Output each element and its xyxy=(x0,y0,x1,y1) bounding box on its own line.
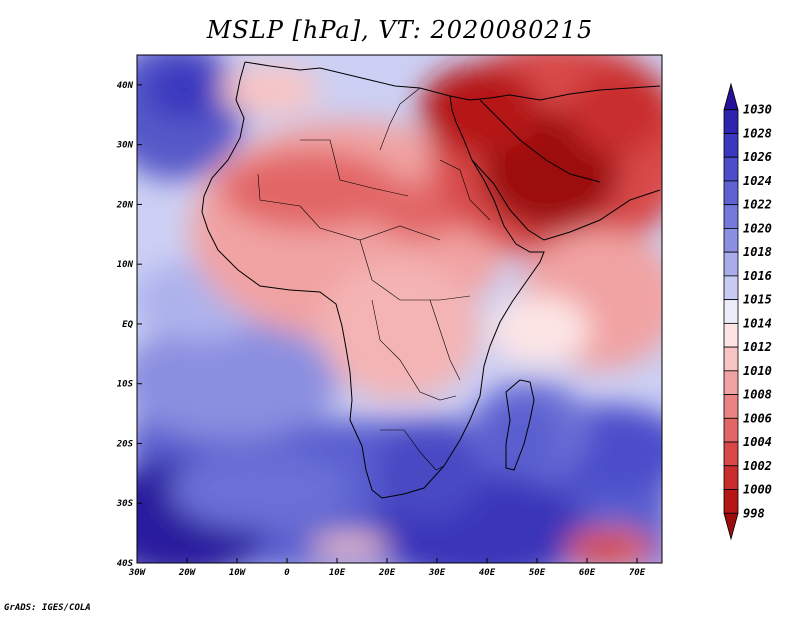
colorbar-bottom-arrow xyxy=(723,512,739,541)
colorbar-level-label: 1014 xyxy=(743,316,772,330)
x-tick-label: 40E xyxy=(479,568,496,578)
colorbar-swatch xyxy=(723,133,739,158)
colorbar-level-label: 1004 xyxy=(743,435,772,449)
colorbar-swatch xyxy=(723,275,739,301)
x-tick-label: 20W xyxy=(178,568,197,578)
x-tick-label: 0 xyxy=(284,568,290,578)
colorbar-swatch xyxy=(723,251,739,277)
y-axis: 40N 30N 20N 10N EQ 10S 20S 30S 40S xyxy=(116,81,142,569)
colorbar-level-label: 1000 xyxy=(743,483,772,497)
x-tick-label: 10E xyxy=(329,568,346,578)
y-tick-label: 40S xyxy=(117,559,134,569)
y-tick-label: 40N xyxy=(117,81,134,91)
colorbar-level-label: 1026 xyxy=(743,150,772,164)
x-tick-label: 10W xyxy=(229,568,247,578)
colorbar-level-label: 1006 xyxy=(743,411,772,425)
colorbar-level-label: 1002 xyxy=(743,459,772,473)
colorbar-swatch xyxy=(723,180,739,206)
colorbar-level-label: 998 xyxy=(743,506,765,520)
y-tick-label: 10N xyxy=(117,260,134,270)
x-tick-label: 30W xyxy=(128,568,147,578)
x-tick-label: 20E xyxy=(378,568,396,578)
colorbar-level-label: 1016 xyxy=(743,269,772,283)
colorbar-level-label: 1028 xyxy=(743,126,772,140)
colorbar-swatch xyxy=(723,299,739,324)
x-tick-label: 70E xyxy=(629,568,646,578)
grads-credit: GrADS: IGES/COLA xyxy=(4,603,91,613)
y-tick-label: 30N xyxy=(116,141,134,151)
colorbar: 1030 1028 1026 1024 1022 1020 1018 1016 1015 1014… xyxy=(723,82,772,541)
y-tick-label: EQ xyxy=(122,320,133,330)
y-tick-label: 30S xyxy=(116,499,134,509)
y-tick-label: 10S xyxy=(117,380,134,390)
colorbar-swatch xyxy=(723,465,739,490)
colorbar-swatch xyxy=(723,417,739,443)
colorbar-level-label: 1020 xyxy=(743,221,772,235)
colorbar-level-label: 1024 xyxy=(743,174,772,188)
colorbar-level-label: 1012 xyxy=(743,340,772,354)
y-tick-label: 20N xyxy=(116,200,134,210)
colorbar-level-label: 1030 xyxy=(743,103,772,117)
y-tick-label: 20S xyxy=(116,439,134,449)
pressure-field xyxy=(137,55,662,563)
colorbar-swatch xyxy=(723,394,739,419)
colorbar-swatch xyxy=(723,322,739,348)
colorbar-level-label: 1008 xyxy=(743,388,772,402)
colorbar-swatch xyxy=(723,228,739,253)
colorbar-swatch xyxy=(723,109,739,134)
map-title: MSLP [hPa], VT: 2020080215 xyxy=(206,16,594,44)
colorbar-swatch xyxy=(723,346,739,372)
colorbar-swatch xyxy=(723,370,739,395)
colorbar-swatch xyxy=(723,156,739,182)
colorbar-top-arrow xyxy=(723,82,739,111)
colorbar-level-label: 1015 xyxy=(743,293,772,307)
colorbar-swatch xyxy=(723,441,739,467)
colorbar-swatch xyxy=(723,204,739,229)
colorbar-level-label: 1010 xyxy=(743,364,772,378)
x-tick-label: 50E xyxy=(529,568,546,578)
map-frame xyxy=(136,54,663,564)
x-axis: 30W 20W 10W 0 10E 20E 30E 40E 50E 60E 70E xyxy=(128,558,646,578)
coastlines xyxy=(201,61,661,499)
colorbar-level-label: 1018 xyxy=(743,245,772,259)
colorbar-level-label: 1022 xyxy=(743,198,772,212)
x-tick-label: 30E xyxy=(428,568,446,578)
x-tick-label: 60E xyxy=(579,568,596,578)
colorbar-swatch xyxy=(723,489,739,514)
